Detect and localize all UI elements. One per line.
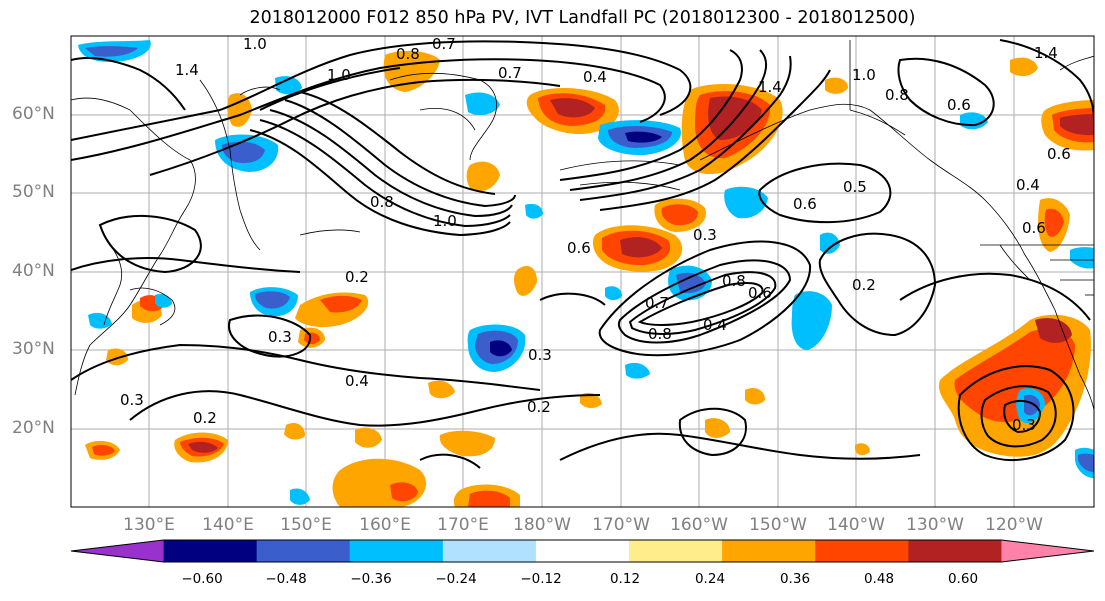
colorbar-tick-label: −0.48 [265, 571, 307, 587]
colorbar-tick-label: −0.60 [181, 571, 223, 587]
contour-label: 0.4 [1016, 176, 1040, 194]
colorbar-segment [815, 540, 909, 562]
contour-label: 0.8 [370, 193, 394, 211]
lon-label-150e: 150°E [280, 515, 332, 535]
lat-label-30n: 30°N [12, 339, 55, 359]
contour-label: 0.6 [1047, 145, 1071, 163]
negative-pv-shading [78, 40, 1094, 505]
contour-label: 0.5 [843, 178, 867, 196]
contour-label: 0.4 [583, 68, 607, 86]
colorbar-segment [442, 540, 537, 562]
contour-label: 1.0 [852, 66, 876, 84]
lon-label-180w: 180°W [513, 515, 571, 535]
colorbar-extend-high [1001, 540, 1094, 562]
lon-label-160w: 160°W [670, 515, 728, 535]
positive-pv-shading [85, 50, 1094, 507]
colorbar [70, 539, 1095, 563]
contour-label: 0.3 [693, 226, 717, 244]
colorbar-segment [163, 540, 258, 562]
lon-label-170e: 170°E [437, 515, 489, 535]
contour-label: 0.7 [432, 35, 456, 53]
colorbar-tick-label: 0.24 [694, 571, 726, 587]
lon-label-140w: 140°W [827, 515, 885, 535]
colorbar-tick-label: −0.12 [520, 571, 562, 587]
lon-label-170w: 170°W [592, 515, 650, 535]
contour-label-group: 0.8 0.7 1.0 0.7 0.4 1.4 1.0 0.8 0.6 1.4 … [120, 35, 1071, 434]
map-title: 2018012000 F012 850 hPa PV, IVT Landfall… [249, 8, 916, 28]
colorbar-outline [70, 539, 1095, 563]
lon-label-160e: 160°E [359, 515, 411, 535]
colorbar-tick-label: 0.60 [947, 571, 979, 587]
lon-label-150w: 150°W [749, 515, 807, 535]
contour-label: 0.3 [1012, 416, 1036, 434]
lon-label-140e: 140°E [202, 515, 254, 535]
contour-label: 0.2 [193, 409, 217, 427]
contour-label: 0.8 [722, 272, 746, 290]
contour-label: 0.3 [268, 328, 292, 346]
contour-label: 0.4 [345, 372, 369, 390]
contour-label: 0.4 [703, 316, 727, 334]
contour-label: 0.3 [528, 346, 552, 364]
contour-label: 0.3 [120, 391, 144, 409]
lat-label-50n: 50°N [12, 182, 55, 202]
lat-label-20n: 20°N [12, 418, 55, 438]
colorbar-tick-label: −0.36 [350, 571, 392, 587]
contour-label: 1.4 [1034, 44, 1058, 62]
colorbar-tick-label: 0.36 [779, 571, 811, 587]
contour-label: 1.0 [243, 35, 267, 53]
contour-label: 1.4 [175, 61, 199, 79]
colorbar-tick-label: 0.12 [609, 571, 641, 587]
colorbar-tick-label: 0.48 [863, 571, 895, 587]
lon-label-120w: 120°W [985, 515, 1043, 535]
map-border [70, 35, 1095, 508]
contour-label: 0.6 [793, 195, 817, 213]
contour-label: 1.0 [433, 212, 457, 230]
contour-label: 0.2 [852, 276, 876, 294]
colorbar-extend-low [71, 540, 164, 562]
lon-label-130w: 130°W [906, 515, 964, 535]
colorbar-segment [535, 540, 630, 562]
contour-label: 0.6 [947, 96, 971, 114]
contour-label: 1.0 [327, 66, 351, 84]
colorbar-segment [722, 540, 816, 562]
contour-label: 0.7 [498, 64, 522, 82]
contour-label: 0.8 [885, 86, 909, 104]
lat-label-40n: 40°N [12, 261, 55, 281]
contour-label: 0.8 [396, 45, 420, 63]
contour-label: 0.8 [648, 325, 672, 343]
colorbar-tick-label: −0.24 [435, 571, 477, 587]
contour-label: 0.6 [1022, 219, 1046, 237]
contour-label: 0.7 [645, 294, 669, 312]
contour-label: 0.6 [567, 239, 591, 257]
contour-label: 0.6 [748, 284, 772, 302]
colorbar-segment [629, 540, 723, 562]
colorbar-segment [908, 540, 1002, 562]
lon-label-130e: 130°E [123, 515, 175, 535]
contour-label: 1.4 [758, 78, 782, 96]
coastlines [71, 40, 1094, 411]
contour-label: 0.2 [527, 398, 551, 416]
lat-label-60n: 60°N [12, 104, 55, 124]
ivt-contours [71, 39, 1094, 469]
colorbar-segment [349, 540, 444, 562]
colorbar-segment [256, 540, 351, 562]
contour-label: 0.2 [345, 268, 369, 286]
